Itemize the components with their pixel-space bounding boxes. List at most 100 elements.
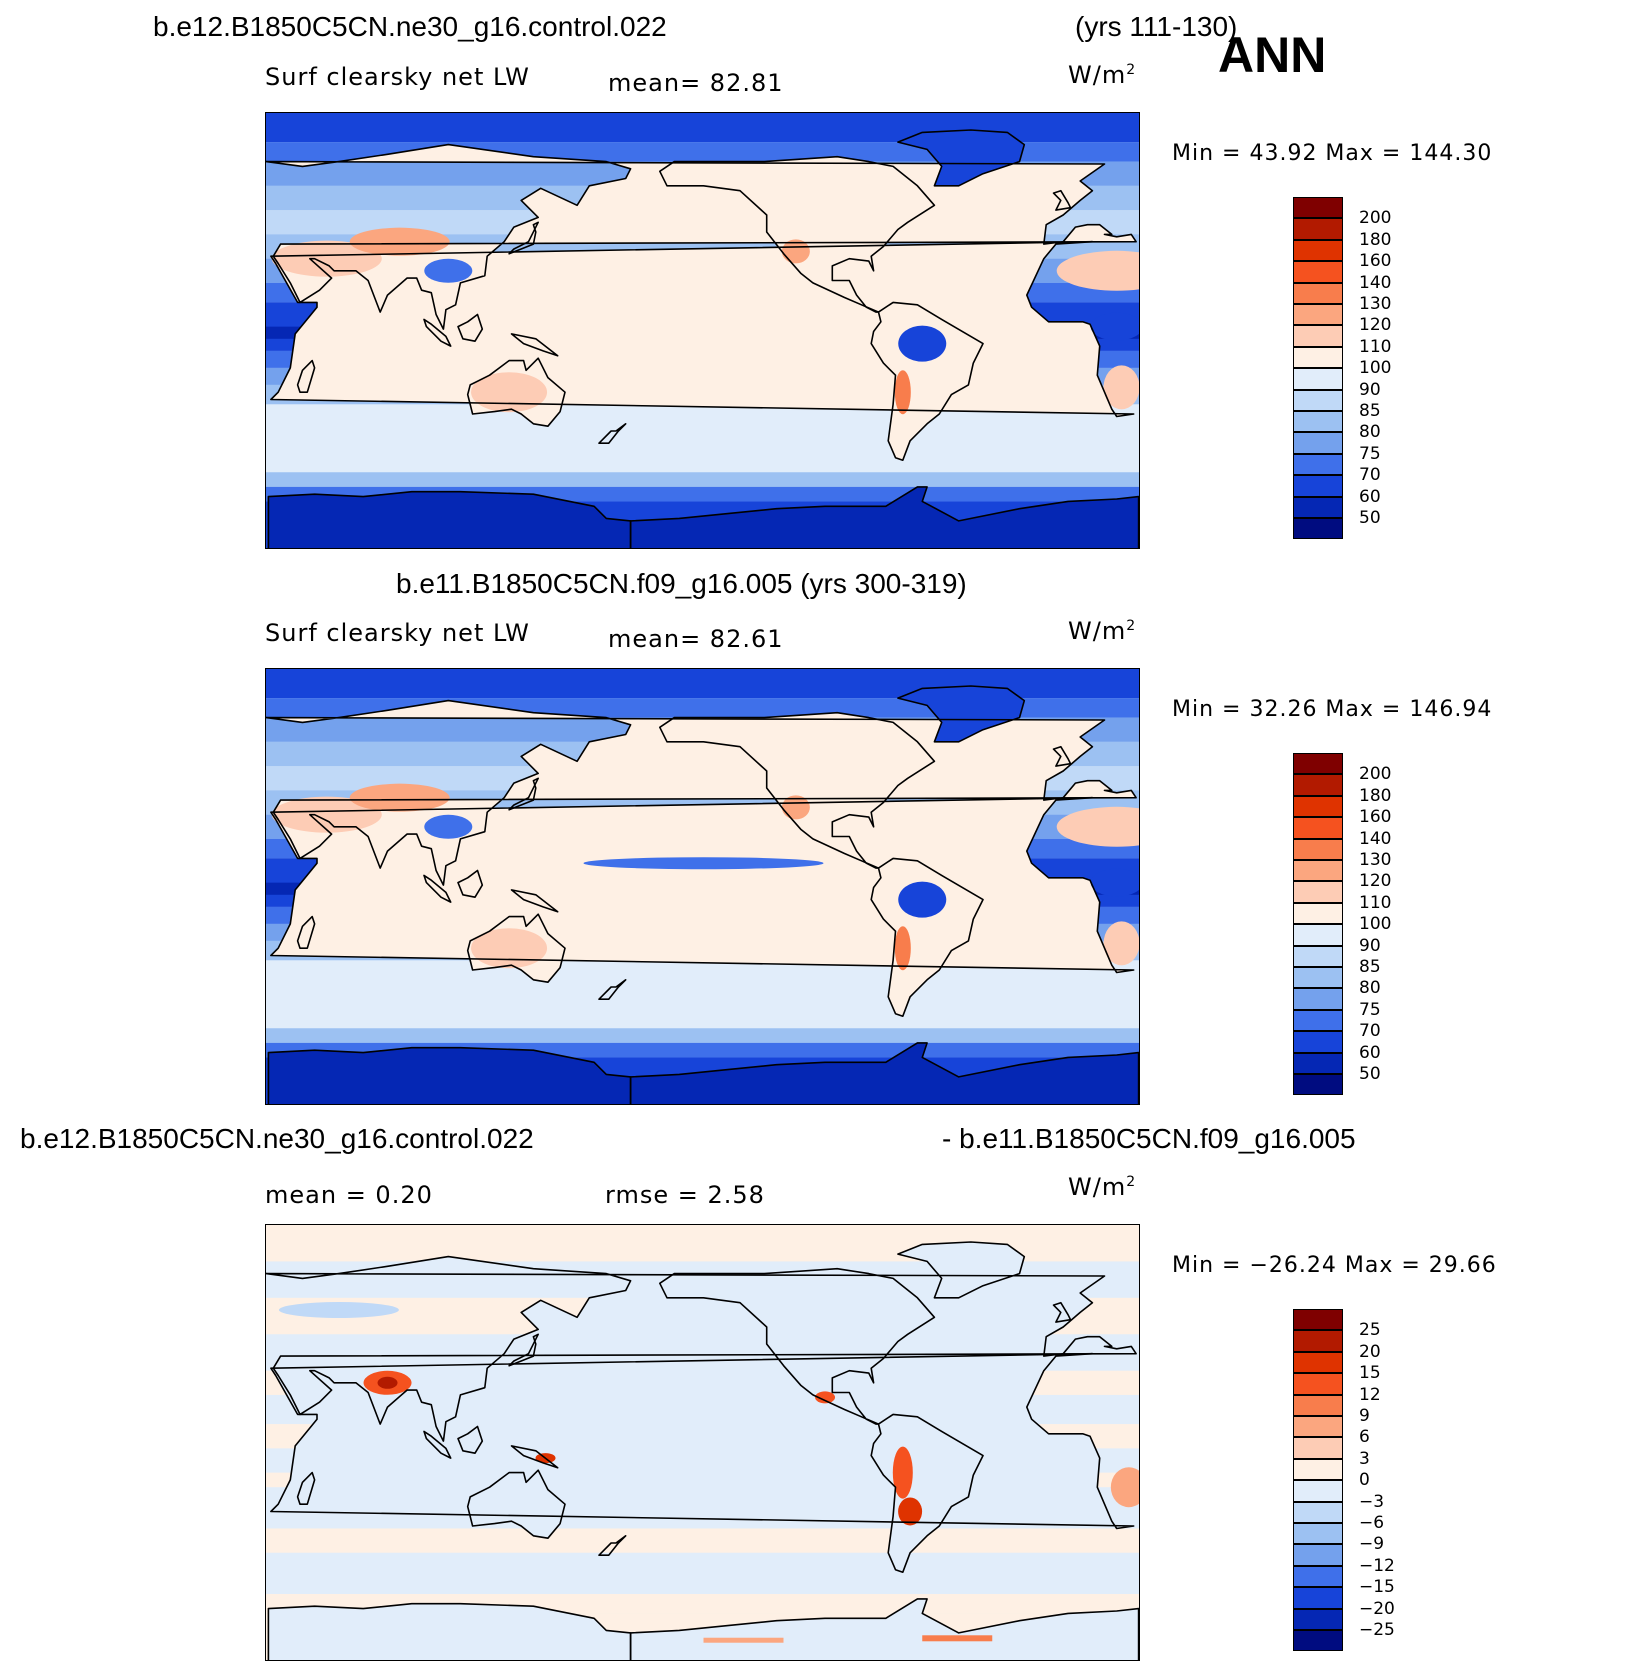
coastline xyxy=(296,915,316,950)
coastline xyxy=(457,1425,484,1454)
colorbar-level-label: 120 xyxy=(1359,315,1392,336)
panel3-units: W/m2 xyxy=(1068,1175,1136,1199)
coastline xyxy=(598,978,627,1001)
land-field xyxy=(268,1603,631,1660)
colorbar-level-label: 160 xyxy=(1359,251,1392,272)
coastline xyxy=(266,143,1137,330)
colorbar-swatch xyxy=(1293,924,1343,946)
field-patch xyxy=(781,795,810,820)
panel2-mean: mean= 82.61 xyxy=(608,625,784,653)
colorbar-swatch xyxy=(1293,1309,1343,1331)
coastline xyxy=(870,857,984,1018)
colorbar-swatch xyxy=(1293,1052,1343,1074)
colorbar-swatch xyxy=(1293,753,1343,775)
colorbar-swatch xyxy=(1293,988,1343,1010)
colorbar-swatch xyxy=(1293,1437,1343,1459)
field-patch xyxy=(703,1637,784,1643)
coastline xyxy=(270,796,1135,974)
coastline xyxy=(897,685,1026,743)
field-patch xyxy=(424,258,473,283)
colorbar-swatch xyxy=(1293,411,1343,433)
colorbar-level-label: −6 xyxy=(1359,1513,1385,1533)
coastline xyxy=(897,1241,1026,1299)
colorbar-swatch xyxy=(1293,1031,1343,1053)
field-patch xyxy=(1056,806,1139,847)
coastline xyxy=(267,1602,632,1660)
colorbar-swatch xyxy=(1293,475,1343,497)
colorbar-level-label: 70 xyxy=(1359,465,1381,486)
field-patch xyxy=(1090,868,1139,897)
colorbar-swatch xyxy=(1293,1351,1343,1374)
latitude-band xyxy=(266,1528,1139,1553)
colorbar-level-label: 130 xyxy=(1359,850,1392,870)
colorbar-swatch xyxy=(1293,967,1343,989)
colorbar-level-label: 0 xyxy=(1359,1470,1370,1491)
colorbar-swatch xyxy=(1293,1587,1343,1609)
colorbar-level-label: 110 xyxy=(1359,336,1392,357)
panel1-case-years: (yrs 111-130) xyxy=(1075,11,1238,42)
colorbar-swatch xyxy=(1293,282,1343,304)
land-field xyxy=(897,686,1025,742)
colorbar-swatch xyxy=(1293,945,1343,967)
panel1-minmax: Min = 43.92 Max = 144.30 xyxy=(1172,141,1493,166)
land-field xyxy=(630,1598,1139,1660)
land-field xyxy=(268,491,631,548)
colorbar-level-label: 12 xyxy=(1359,1384,1381,1405)
land-field xyxy=(268,1047,631,1104)
coastline xyxy=(658,155,936,313)
colorbar-swatch xyxy=(1293,432,1343,454)
colorbar-swatch xyxy=(1293,1074,1343,1096)
map-svg xyxy=(266,113,1139,548)
coastline xyxy=(296,359,316,394)
colorbar-swatch xyxy=(1293,496,1343,518)
coastline xyxy=(510,889,559,913)
colorbar-swatch xyxy=(1293,1416,1343,1438)
colorbar-swatch xyxy=(1293,1009,1343,1032)
field-patch xyxy=(278,1301,399,1318)
field-patch xyxy=(898,325,947,362)
colorbar-swatch xyxy=(1293,795,1343,818)
colorbar-level-label: −9 xyxy=(1359,1534,1385,1555)
coastline xyxy=(466,913,566,984)
land-field xyxy=(897,1242,1025,1298)
season-label: ANN xyxy=(1218,27,1327,83)
colorbar-swatch xyxy=(1293,817,1343,839)
colorbar-level-label: 3 xyxy=(1359,1448,1370,1469)
coastline xyxy=(457,313,484,342)
colorbar-level-label: −3 xyxy=(1359,1491,1385,1512)
colorbar-level-label: −15 xyxy=(1359,1577,1395,1598)
colorbar-swatch xyxy=(1293,368,1343,390)
land-field xyxy=(630,486,1139,548)
field-patch xyxy=(424,814,473,839)
land-field xyxy=(897,130,1025,186)
panel3-mean: mean = 0.20 xyxy=(265,1181,433,1209)
field-patch xyxy=(471,928,548,969)
panel1-case-title: b.e12.B1850C5CN.ne30_g16.control.022 xyxy=(153,11,667,42)
field-patch xyxy=(1090,312,1139,341)
colorbar-swatch xyxy=(1293,261,1343,283)
coastline xyxy=(270,240,1135,418)
coastline xyxy=(423,1430,452,1459)
coastline xyxy=(1052,189,1072,211)
colorbar-level-label: 180 xyxy=(1359,785,1392,806)
colorbar-level-label: 60 xyxy=(1359,1042,1381,1063)
colorbar-level-label: 70 xyxy=(1359,1021,1381,1042)
coastline xyxy=(508,221,540,255)
panel2-units-exp: 2 xyxy=(1126,618,1137,634)
field-patch xyxy=(349,783,450,812)
colorbar-level-label: 6 xyxy=(1359,1427,1370,1448)
colorbar-level-label: 90 xyxy=(1359,379,1381,400)
colorbar-swatch xyxy=(1293,902,1343,925)
colorbar-swatch xyxy=(1293,1373,1343,1395)
colorbar-swatch xyxy=(1293,346,1343,369)
field-patch xyxy=(271,796,382,833)
coastline xyxy=(423,874,452,903)
colorbar-level-label: 200 xyxy=(1359,208,1392,229)
map-svg xyxy=(266,669,1139,1104)
field-patch xyxy=(1110,1467,1139,1508)
colorbar-swatch xyxy=(1293,239,1343,262)
field-patch xyxy=(377,1376,398,1389)
coastline xyxy=(457,869,484,898)
latitude-band xyxy=(266,1028,1139,1043)
field-patch xyxy=(1103,921,1139,966)
